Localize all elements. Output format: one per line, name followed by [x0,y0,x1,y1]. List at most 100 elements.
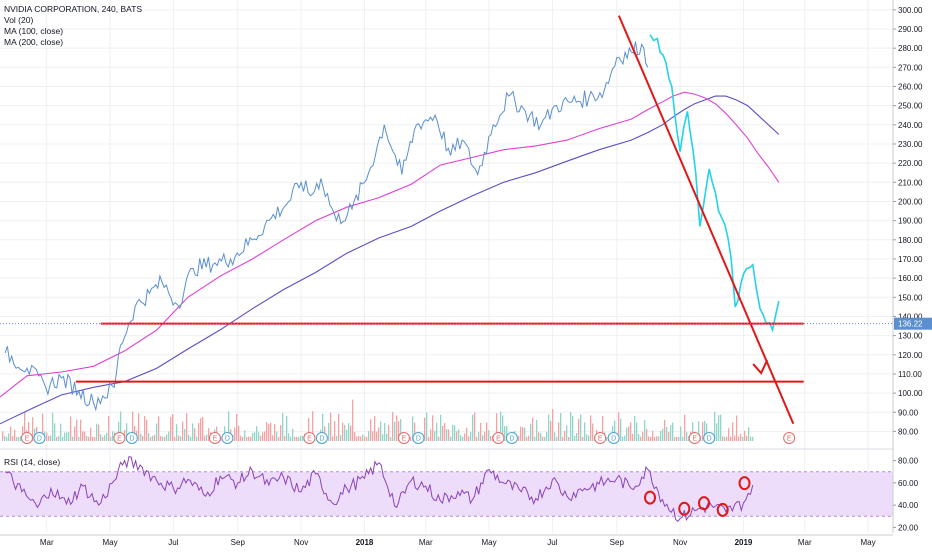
volume-bar [552,409,554,441]
volume-bar [570,412,572,441]
volume-bar [192,423,194,441]
time-tick-label: May [103,538,118,547]
volume-bar [298,436,300,441]
volume-bar [258,432,260,441]
volume-bar [714,411,716,441]
price-tick-label: 230.00 [898,140,923,149]
volume-bar [14,429,16,441]
time-tick-label: May [482,538,497,547]
volume-bar [592,423,594,441]
volume-bar [144,415,146,441]
volume-bar [528,435,530,441]
volume-bar [334,421,336,441]
volume-bar [356,436,358,441]
time-tick-label: Jul [168,538,178,547]
volume-bar [106,432,108,441]
volume-bar [118,421,120,441]
volume-bar [654,436,656,441]
volume-bar [526,436,528,441]
volume-bar [8,433,10,441]
volume-bar [182,421,184,441]
volume-bar [524,427,526,441]
volume-bar [698,421,700,441]
volume-bar [84,431,86,441]
volume-bar [444,423,446,441]
volume-bar [168,431,170,441]
volume-bar [432,415,434,441]
volume-bar [456,431,458,441]
dividend-marker [33,432,46,444]
earnings-marker-label: E [692,436,697,443]
volume-bar [642,431,644,441]
volume-bar [440,414,442,441]
volume-bar [562,436,564,441]
volume-bar [382,434,384,441]
volume-bar [442,425,444,441]
volume-bar [678,436,680,441]
volume-bar [308,417,310,441]
earnings-marker [20,432,33,444]
dividend-marker-label: D [129,436,134,443]
price-tick-label: 150.00 [898,293,923,302]
volume-bar [398,421,400,441]
volume-bar [680,426,682,441]
volume-bar [632,433,634,441]
rsi-tick-label: 40.00 [898,501,919,510]
volume-bar [518,435,520,441]
dividend-marker [125,432,138,444]
volume-bar [530,423,532,441]
volume-bar [368,431,370,441]
volume-bar [684,414,686,441]
volume-bar [500,411,502,441]
volume-bar [482,435,484,441]
volume-bar [56,436,58,441]
volume-bar [466,427,468,441]
volume-bar [80,419,82,441]
volume-bar [208,428,210,441]
volume-bar [172,413,174,441]
volume-bar [102,436,104,441]
volume-bar [348,423,350,441]
ma100-line [0,91,780,398]
dividend-marker [221,432,234,444]
volume-bar [394,421,396,441]
volume-bar [752,436,754,441]
volume-bar [188,434,190,441]
volume-bar [110,436,112,441]
volume-bar [540,433,542,441]
volume-bar [50,435,52,441]
volume-bar [542,436,544,441]
volume-bar [68,432,70,441]
volume-bar [194,428,196,441]
volume-bar [650,436,652,441]
volume-bar [206,434,208,441]
time-tick-label: 2018 [356,538,374,547]
volume-bar [276,431,278,441]
price-tick-label: 270.00 [898,63,923,72]
volume-bar [178,435,180,441]
earnings-marker-label: E [598,436,603,443]
volume-bar [42,413,44,441]
volume-bar [566,425,568,441]
rsi-annotation-circle [678,501,691,516]
volume-bar [340,434,342,441]
volume-bar [728,428,730,441]
volume-bar [180,436,182,441]
volume-bar [718,415,720,441]
earnings-marker [783,432,796,444]
dividend-marker-label: D [707,436,712,443]
volume-bar [660,430,662,441]
volume-bar [488,430,490,441]
volume-bar [126,423,128,441]
volume-bar [450,436,452,441]
volume-bar [370,419,372,441]
volume-bar [606,436,608,441]
volume-bar [386,433,388,441]
volume-bar [282,412,284,441]
volume-bar [438,436,440,441]
volume-bar [730,436,732,441]
volume-bar [428,436,430,441]
volume-bar [534,436,536,441]
volume-bar [470,432,472,441]
